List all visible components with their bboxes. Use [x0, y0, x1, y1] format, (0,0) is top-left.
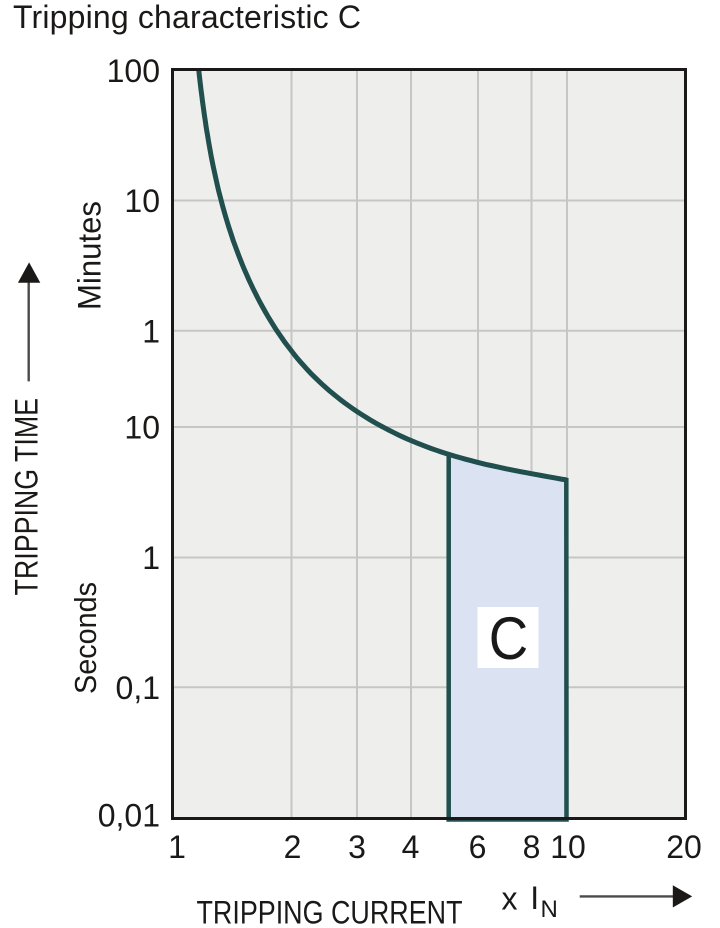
svg-text:3: 3 [348, 829, 366, 865]
svg-text:Tripping characteristic C: Tripping characteristic C [13, 0, 361, 35]
svg-text:0,01: 0,01 [98, 797, 160, 833]
svg-text:10: 10 [550, 829, 586, 865]
svg-text:4: 4 [402, 829, 420, 865]
svg-text:2: 2 [284, 829, 302, 865]
svg-text:TRIPPING TIME: TRIPPING TIME [9, 398, 45, 596]
svg-text:TRIPPING CURRENT: TRIPPING CURRENT [197, 895, 463, 928]
svg-text:1: 1 [142, 313, 160, 349]
svg-text:6: 6 [469, 829, 487, 865]
svg-text:10: 10 [124, 410, 160, 446]
svg-text:20: 20 [666, 829, 702, 865]
svg-text:8: 8 [523, 829, 541, 865]
svg-text:N: N [541, 896, 558, 923]
svg-text:I: I [530, 880, 539, 916]
svg-text:Minutes: Minutes [72, 201, 108, 310]
svg-text:1: 1 [142, 540, 160, 576]
svg-text:1: 1 [168, 829, 186, 865]
svg-text:C: C [489, 606, 528, 673]
svg-text:Seconds: Seconds [68, 582, 103, 694]
svg-text:100: 100 [107, 53, 160, 89]
svg-text:10: 10 [124, 183, 160, 219]
svg-text:x: x [502, 881, 518, 917]
svg-text:0,1: 0,1 [116, 670, 160, 706]
